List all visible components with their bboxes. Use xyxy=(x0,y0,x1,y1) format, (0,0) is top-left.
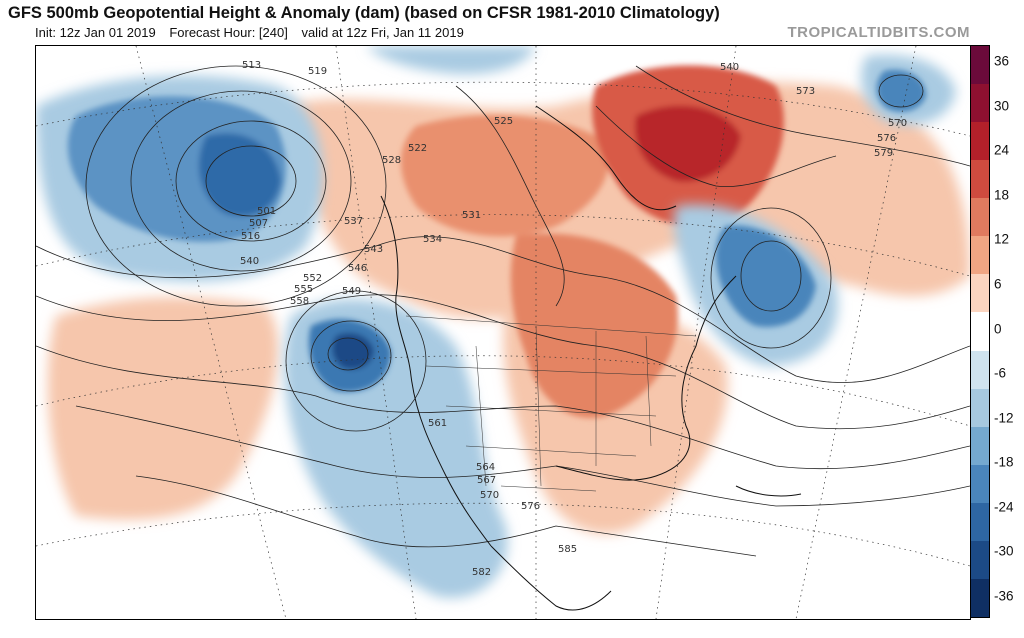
contour-label: 570 xyxy=(480,490,499,501)
contour-label: 519 xyxy=(308,66,327,77)
chart-title: GFS 500mb Geopotential Height & Anomaly … xyxy=(8,4,720,22)
political-borders xyxy=(405,315,697,492)
colorbar-tick-label: -24 xyxy=(994,499,1014,515)
contour-label: 573 xyxy=(796,86,815,97)
graticule xyxy=(36,46,970,619)
contour-label: 561 xyxy=(428,418,447,429)
colorbar-tick-label: 12 xyxy=(994,231,1010,247)
contour-label: 540 xyxy=(720,62,739,73)
colorbar-tick-label: -36 xyxy=(994,588,1014,604)
colorbar-cell xyxy=(971,84,989,123)
strong-negative-anomaly xyxy=(67,69,926,392)
colorbar-cell xyxy=(971,350,989,390)
contour-label: 564 xyxy=(476,462,495,473)
colorbar-cell xyxy=(971,236,989,275)
contour-label: 558 xyxy=(290,296,309,307)
colorbar-cell xyxy=(971,274,989,313)
colorbar-cell xyxy=(971,388,989,428)
colorbar-cell xyxy=(971,122,989,161)
contour-label: 582 xyxy=(472,567,491,578)
contour-label: 525 xyxy=(494,116,513,127)
contour-label: 507 xyxy=(249,218,268,229)
contour-label: 522 xyxy=(408,143,427,154)
colorbar-cell xyxy=(971,46,989,85)
contour-label: 528 xyxy=(382,155,401,166)
anomaly-map: 513 519 540 573 570 576 579 525 528 522 … xyxy=(36,46,970,619)
contour-label: 579 xyxy=(874,148,893,159)
colorbar-cell xyxy=(971,426,989,466)
colorbar xyxy=(970,45,990,618)
colorbar-cell xyxy=(971,502,989,542)
contour-label: 501 xyxy=(257,206,276,217)
contour-label: 576 xyxy=(877,133,896,144)
site-watermark: TROPICALTIDBITS.COM xyxy=(787,24,970,41)
contour-label: 555 xyxy=(294,284,313,295)
colorbar-cell xyxy=(971,160,989,199)
colorbar-tick-label: 36 xyxy=(994,53,1010,69)
colorbar-cell xyxy=(971,312,989,352)
contour-label: 516 xyxy=(241,231,260,242)
contour-label: 540 xyxy=(240,256,259,267)
contour-label: 576 xyxy=(521,501,540,512)
coastlines xyxy=(380,105,802,611)
colorbar-tick-label: 30 xyxy=(994,98,1010,114)
colorbar-tick-label: 0 xyxy=(994,321,1002,336)
height-contours xyxy=(36,65,970,557)
contour-label: 552 xyxy=(303,273,322,284)
colorbar-tick-label: 18 xyxy=(994,187,1010,203)
contour-label: 546 xyxy=(348,263,367,274)
contour-labels: 513 519 540 573 570 576 579 525 528 522 … xyxy=(240,60,907,578)
colorbar-tick-label: 6 xyxy=(994,276,1002,292)
contour-label: 549 xyxy=(342,286,361,297)
contour-label: 513 xyxy=(242,60,261,71)
contour-label: 531 xyxy=(462,210,481,221)
colorbar-cell xyxy=(971,198,989,237)
colorbar-tick-label: -6 xyxy=(994,365,1007,381)
contour-label: 585 xyxy=(558,544,577,555)
init-time: Init: 12z Jan 01 2019 xyxy=(35,25,156,40)
forecast-hour: Forecast Hour: [240] xyxy=(169,25,288,40)
strong-positive-anomaly xyxy=(401,65,784,418)
contour-label: 567 xyxy=(477,475,496,486)
colorbar-cell xyxy=(971,540,989,580)
contour-label: 543 xyxy=(364,244,383,255)
colorbar-cell xyxy=(971,464,989,504)
colorbar-tick-label: -12 xyxy=(994,410,1014,426)
colorbar-cell xyxy=(971,578,989,618)
colorbar-tick-label: -30 xyxy=(994,543,1014,559)
contour-label: 570 xyxy=(888,118,907,129)
colorbar-tick-label: -18 xyxy=(994,454,1014,470)
run-info: Init: 12z Jan 01 2019 Forecast Hour: [24… xyxy=(35,25,474,40)
contour-label: 537 xyxy=(344,216,363,227)
valid-time: valid at 12z Fri, Jan 11 2019 xyxy=(301,25,464,40)
colorbar-tick-label: 24 xyxy=(994,142,1010,158)
contour-label: 534 xyxy=(423,234,442,245)
map-panel: 513 519 540 573 570 576 579 525 528 522 … xyxy=(35,45,971,620)
